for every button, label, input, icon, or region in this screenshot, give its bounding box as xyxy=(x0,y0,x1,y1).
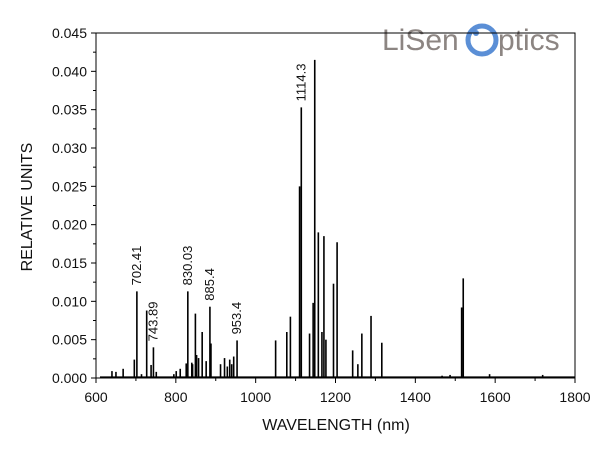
peak-label-1: 743.89 xyxy=(145,302,160,342)
y-tick-label-7: 0.035 xyxy=(52,102,87,118)
x-tick-label-1400: 1400 xyxy=(400,389,431,405)
logo-o-ring-icon xyxy=(465,23,499,57)
y-tick-label-2: 0.010 xyxy=(52,293,87,309)
y-tick-label-3: 0.015 xyxy=(52,255,87,271)
x-axis-title: WAVELENGTH (nm) xyxy=(262,417,410,434)
y-tick-label-5: 0.025 xyxy=(52,178,87,194)
logo-text-right: ptics xyxy=(498,24,560,57)
x-tick-label-1200: 1200 xyxy=(320,389,351,405)
peak-label-5: 1114.3 xyxy=(293,64,308,102)
x-tick-label-800: 800 xyxy=(164,389,188,405)
peak-label-0: 702.41 xyxy=(129,246,144,286)
lisen-optics-logo: LiSen ptics xyxy=(382,23,560,57)
logo-text-left: LiSen xyxy=(382,24,459,57)
plot-frame xyxy=(95,32,576,379)
y-tick-label-9: 0.045 xyxy=(52,25,87,41)
peak-annotations: 702.41 743.89 830.03 885.4 953.4 1114.3 xyxy=(129,64,308,342)
spectrum-lines xyxy=(99,59,575,378)
peak-label-3: 885.4 xyxy=(202,268,217,301)
x-tick-label-1000: 1000 xyxy=(240,389,271,405)
y-tick-label-8: 0.040 xyxy=(52,63,87,79)
axes: 600 800 1000 1200 1400 1600 1800 0.000 0.005 0.01… xyxy=(52,25,591,405)
peak-label-4: 953.4 xyxy=(229,302,244,335)
y-tick-label-0: 0.000 xyxy=(52,370,87,386)
x-tick-label-600: 600 xyxy=(84,389,108,405)
y-tick-label-6: 0.030 xyxy=(52,140,87,156)
y-tick-label-1: 0.005 xyxy=(52,332,87,348)
x-tick-label-1600: 1600 xyxy=(480,389,511,405)
y-tick-label-4: 0.020 xyxy=(52,217,87,233)
peak-label-2: 830.03 xyxy=(180,246,195,286)
x-tick-label-1800: 1800 xyxy=(559,389,590,405)
y-axis-title: RELATIVE UNITS xyxy=(19,143,36,272)
